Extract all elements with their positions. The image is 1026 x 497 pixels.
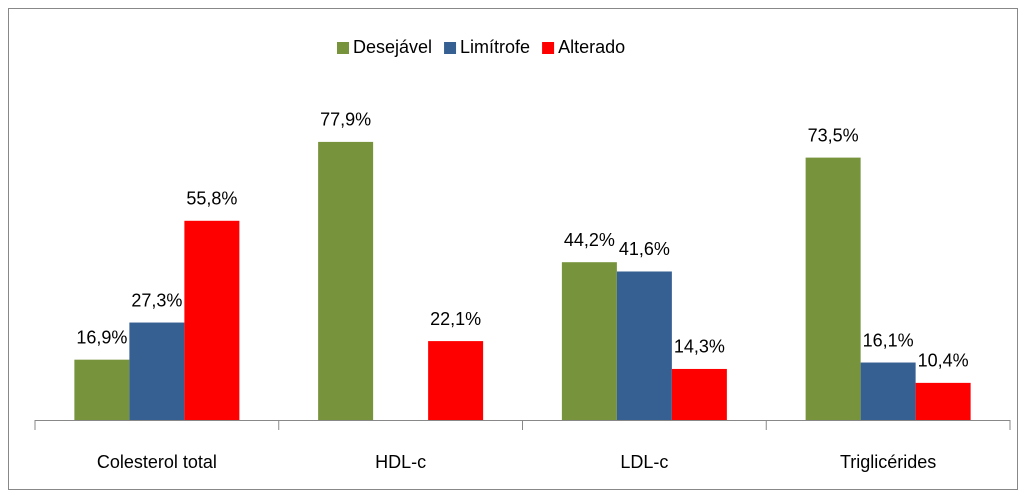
- x-tick-label: Triglicérides: [840, 452, 936, 472]
- bar: [184, 220, 240, 420]
- value-label: 27,3%: [131, 290, 182, 310]
- legend-label: Desejável: [353, 37, 432, 57]
- legend-label: Limítrofe: [460, 37, 530, 57]
- bar: [860, 362, 916, 420]
- value-label: 44,2%: [564, 230, 615, 250]
- value-label: 77,9%: [320, 110, 371, 130]
- value-label: 10,4%: [918, 351, 969, 371]
- value-label: 16,9%: [76, 327, 127, 347]
- legend-swatch: [542, 42, 555, 54]
- bar: [805, 157, 861, 421]
- bar: [129, 322, 185, 420]
- x-tick-label: HDL-c: [375, 452, 426, 472]
- value-label: 16,1%: [863, 330, 914, 350]
- value-label: 73,5%: [808, 125, 859, 145]
- value-label: 41,6%: [619, 239, 670, 259]
- bar: [671, 368, 727, 420]
- value-label: 22,1%: [430, 309, 481, 329]
- bar: [561, 262, 617, 420]
- x-tick-label: Colesterol total: [97, 452, 217, 472]
- value-label: 14,3%: [674, 337, 725, 357]
- legend-swatch: [444, 42, 457, 54]
- bar: [74, 359, 130, 420]
- bar: [318, 141, 374, 420]
- legend-swatch: [337, 42, 349, 54]
- bar: [915, 382, 971, 420]
- value-label: 55,8%: [186, 189, 237, 209]
- bar: [616, 271, 672, 420]
- legend-label: Alterado: [558, 37, 625, 57]
- x-tick-label: LDL-c: [620, 452, 668, 472]
- bar: [428, 341, 484, 420]
